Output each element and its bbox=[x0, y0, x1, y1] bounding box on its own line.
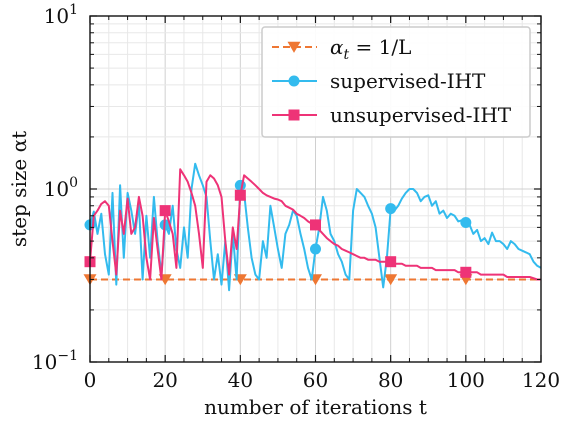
legend-label: unsupervised-IHT bbox=[330, 103, 512, 127]
legend-label: αt = 1/L bbox=[330, 35, 411, 63]
series-marker bbox=[385, 256, 397, 268]
x-tick-label: 40 bbox=[228, 368, 253, 392]
x-axis-label: number of iterations t bbox=[204, 395, 427, 419]
legend-entry: unsupervised-IHT bbox=[272, 103, 512, 127]
y-tick-label: 101 bbox=[44, 2, 78, 28]
legend-box bbox=[261, 26, 531, 138]
series-marker bbox=[385, 203, 397, 215]
legend-marker bbox=[288, 75, 300, 87]
legend: αt = 1/L supervised-IHT unsupervised-IHT bbox=[261, 26, 531, 138]
series-marker bbox=[310, 219, 321, 231]
series-3 bbox=[84, 168, 541, 281]
x-tick-label: 100 bbox=[447, 368, 485, 392]
x-tick-label: 60 bbox=[303, 368, 328, 392]
axes: 0 20 40 60 80 100 120 10−1 100 101 number of itera… bbox=[7, 2, 560, 419]
legend-marker bbox=[288, 109, 300, 121]
legend-label: supervised-IHT bbox=[330, 69, 486, 93]
x-tick-label: 120 bbox=[522, 368, 560, 392]
series-marker bbox=[460, 266, 472, 278]
series-marker bbox=[460, 217, 472, 229]
y-axis-label: step size αt bbox=[7, 131, 31, 247]
y-tick-label: 100 bbox=[44, 175, 78, 201]
series-marker bbox=[384, 274, 398, 286]
legend-entry: αt = 1/L bbox=[272, 35, 411, 63]
series-marker bbox=[159, 205, 171, 217]
x-tick-label: 80 bbox=[378, 368, 403, 392]
series-marker bbox=[234, 189, 246, 201]
series-marker bbox=[310, 243, 321, 255]
legend-marker bbox=[287, 41, 301, 53]
legend-entry: supervised-IHT bbox=[272, 69, 486, 93]
x-tick-label: 20 bbox=[152, 368, 177, 392]
series-marker bbox=[234, 179, 246, 191]
y-tick-label: 10−1 bbox=[32, 348, 78, 374]
series-layer bbox=[83, 162, 542, 292]
x-tick-label: 0 bbox=[84, 368, 97, 392]
